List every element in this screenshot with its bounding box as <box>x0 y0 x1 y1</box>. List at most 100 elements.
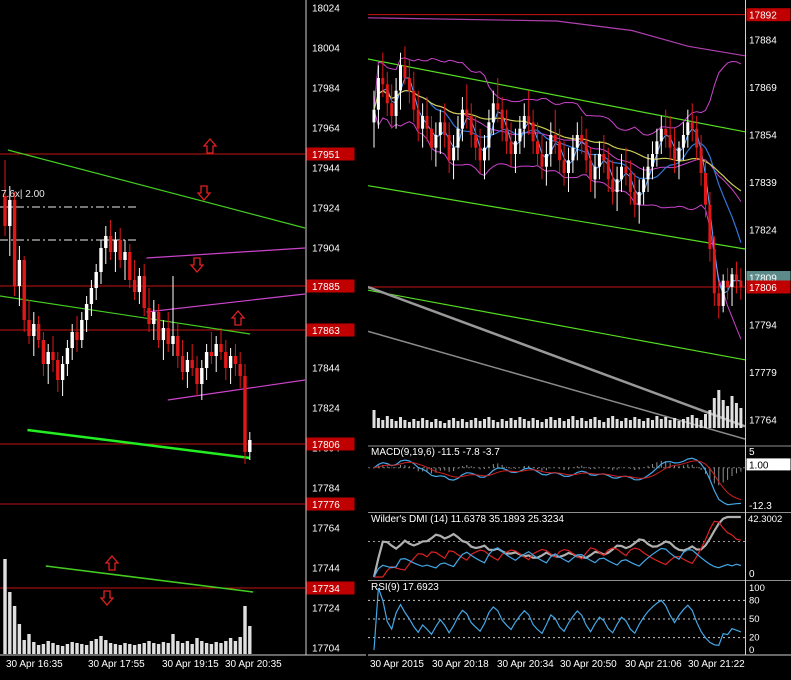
volume-bar <box>156 644 161 654</box>
candle-body <box>487 122 491 148</box>
volume-bar <box>633 417 637 428</box>
volume-bar <box>372 410 376 428</box>
candle-body <box>721 280 725 306</box>
volume-bar <box>123 643 127 654</box>
volume-bar <box>142 643 146 654</box>
left-chart-panel: 1802418004179841796417944179241790417884… <box>0 0 366 680</box>
volume-bar <box>571 416 575 428</box>
volume-bar <box>664 417 668 428</box>
volume-bar <box>421 418 425 428</box>
candle-body <box>403 65 407 78</box>
macd-pane[interactable] <box>368 457 745 506</box>
volume-bar <box>491 420 495 428</box>
volume-bar <box>509 418 513 428</box>
right-volume-bars <box>372 390 743 428</box>
candle-body <box>646 166 650 180</box>
candle-body <box>152 312 156 324</box>
rsi-pane[interactable] <box>368 587 745 651</box>
bb-mid-line <box>373 90 742 202</box>
dmi-pane[interactable] <box>368 515 745 578</box>
right-price-axis[interactable]: 17884 17869 17854 17839 17824 17809 17794 17779… <box>746 8 791 427</box>
candle-body <box>611 179 615 192</box>
volume-bar <box>734 403 738 428</box>
candle-body <box>522 116 526 129</box>
volume-bar <box>544 419 548 428</box>
time-label: 30 Apr 16:35 <box>6 659 63 670</box>
channel-line <box>146 247 306 259</box>
price-label: 17869 <box>749 83 777 94</box>
volume-bar <box>505 421 509 428</box>
rsi-axis-label: 20 <box>749 633 760 644</box>
volume-bar <box>717 390 721 428</box>
rsi-axis-label: 50 <box>749 614 760 625</box>
volume-bar <box>12 606 17 654</box>
candle-body <box>478 147 482 161</box>
volume-bar <box>416 421 420 428</box>
volume-bar <box>60 646 65 654</box>
candle-body <box>204 352 209 368</box>
price-label: 17724 <box>312 604 340 615</box>
minus-di-line <box>374 520 742 578</box>
volume-bar <box>22 640 26 654</box>
candle-body <box>483 147 486 161</box>
left-time-axis[interactable]: 30 Apr 16:35 30 Apr 17:55 30 Apr 19:15 30 A… <box>6 659 282 670</box>
volume-bar <box>712 398 716 428</box>
price-marker-label: 17734 <box>312 584 340 595</box>
right-chart[interactable]: 17884 17869 17854 17839 17824 17809 17794 17779… <box>368 0 791 680</box>
candle-body <box>372 109 376 123</box>
volume-bar <box>695 418 699 428</box>
candle-body <box>544 154 548 167</box>
candle-body <box>36 324 41 340</box>
volume-bar <box>394 421 398 428</box>
volume-bar <box>412 419 416 428</box>
price-label: 17824 <box>312 404 340 415</box>
price-marker-box <box>306 581 355 595</box>
volume-bar <box>430 422 433 428</box>
volume-bar <box>41 644 46 654</box>
right-main-pane[interactable] <box>368 14 745 440</box>
volume-bar <box>655 416 659 428</box>
volume-bar <box>3 559 7 654</box>
candle-body <box>407 78 411 91</box>
volume-bar <box>75 643 79 654</box>
volume-bar <box>513 420 517 428</box>
volume-bar <box>443 423 447 428</box>
volume-bar <box>575 420 579 428</box>
volume-bar <box>147 641 151 654</box>
candle-body <box>491 103 495 123</box>
right-candles <box>372 46 743 319</box>
volume-bar <box>243 606 247 654</box>
candle-body <box>597 154 601 167</box>
price-label: 17964 <box>312 124 340 135</box>
candle-body <box>699 147 703 173</box>
volume-bar <box>531 418 535 428</box>
volume-bar <box>56 645 60 654</box>
time-label: 30 Apr 19:15 <box>162 659 219 670</box>
volume-bar <box>673 418 677 428</box>
candle-body <box>500 109 504 129</box>
volume-bar <box>452 418 456 428</box>
candle-body <box>513 141 517 154</box>
volume-bar <box>456 421 460 428</box>
candle-body <box>540 154 544 167</box>
candle-body <box>664 128 668 135</box>
volume-bar <box>434 419 438 428</box>
volume-bar <box>190 644 194 654</box>
candle-body <box>642 179 646 192</box>
volume-bar <box>204 643 209 654</box>
down-arrow-icon <box>196 185 212 201</box>
candle-body <box>496 103 500 110</box>
volume-bar <box>668 420 672 428</box>
right-time-axis[interactable]: 30 Apr 2015 30 Apr 20:18 30 Apr 20:34 30 Ap… <box>370 659 745 670</box>
candle-body <box>549 135 553 154</box>
left-main-pane[interactable] <box>0 138 306 654</box>
left-chart[interactable]: 1802418004179841796417944179241790417884… <box>0 0 366 680</box>
left-price-axis[interactable]: 1802418004179841796417944179241790417884… <box>306 4 355 655</box>
volume-bar <box>132 645 137 654</box>
volume-bar <box>195 638 199 654</box>
dmi-indicator-label: Wilder's DMI (14) 11.6378 35.1893 25.323… <box>371 514 564 525</box>
rsi-axis-label: 100 <box>749 583 765 594</box>
volume-bar <box>690 415 694 428</box>
volume-bar <box>611 416 615 428</box>
volume-bar <box>597 420 601 428</box>
